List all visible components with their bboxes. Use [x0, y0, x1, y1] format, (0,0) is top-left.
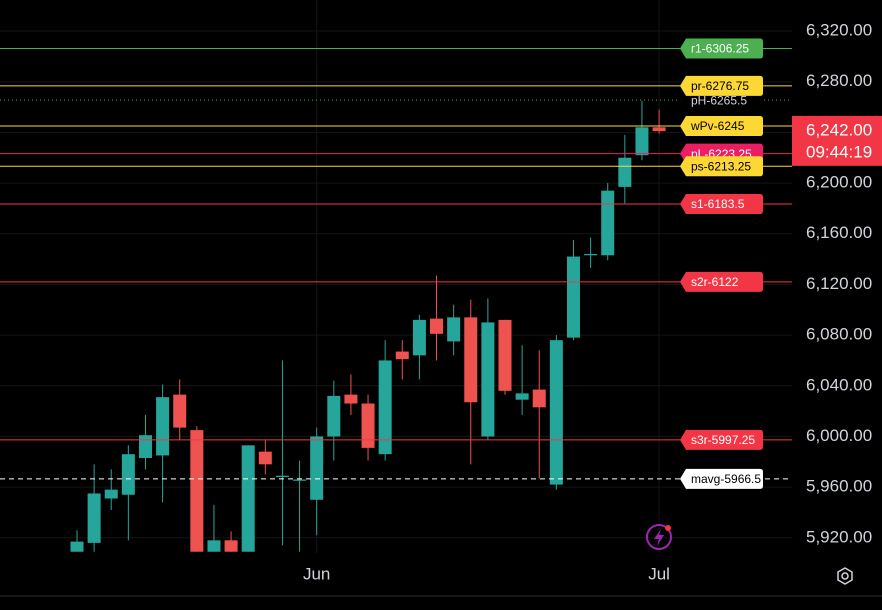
candle-body — [481, 322, 495, 437]
last-price-box — [792, 115, 882, 166]
candle-body — [447, 317, 461, 342]
y-tick-label: 6,120.00 — [806, 274, 872, 293]
candle-body — [327, 395, 341, 437]
candle-body — [635, 127, 649, 156]
candle-body — [464, 317, 478, 403]
level-tag — [680, 193, 763, 214]
level-label: r1-6306.25 — [691, 42, 749, 56]
x-tick-label: Jun — [303, 564, 330, 583]
level-label: s1-6183.5 — [691, 197, 745, 211]
candle-body — [601, 190, 615, 256]
candle-body — [310, 436, 324, 500]
candle-body — [566, 256, 580, 338]
candle-body — [138, 435, 152, 458]
candle-body — [70, 541, 84, 552]
candle-body — [378, 360, 392, 455]
level-tag — [680, 75, 763, 96]
candle-body — [532, 389, 546, 408]
candle-body — [430, 318, 444, 334]
level-label: s2r-6122 — [691, 275, 739, 289]
level-label: pr-6276.75 — [691, 79, 749, 93]
last-price-label: 6,242.00 — [806, 120, 872, 139]
candle-body — [241, 445, 255, 552]
candle-body — [361, 403, 375, 448]
candle-body — [584, 254, 598, 256]
candle-body — [275, 475, 289, 477]
candle-body — [224, 540, 238, 552]
y-tick-label: 5,920.00 — [806, 527, 872, 546]
level-label: wPv-6245 — [690, 119, 745, 133]
level-tag — [680, 156, 763, 177]
candle-body — [549, 340, 563, 485]
y-tick-label: 6,160.00 — [806, 223, 872, 242]
candle-body — [498, 319, 512, 391]
candle-body — [156, 397, 170, 456]
candle-body — [515, 393, 529, 400]
level-tag — [680, 271, 763, 292]
y-tick-label: 5,960.00 — [806, 477, 872, 496]
level-tag — [680, 429, 763, 450]
y-tick-label: 6,200.00 — [806, 173, 872, 192]
candle-body — [104, 489, 118, 499]
candle-body — [121, 454, 135, 495]
flash-icon[interactable] — [646, 524, 672, 550]
candle-body — [207, 540, 221, 552]
candle-body — [395, 351, 409, 360]
candle-body — [293, 479, 307, 481]
candle-body — [258, 451, 272, 465]
countdown-label: 09:44:19 — [806, 142, 872, 161]
level-label: s3r-5997.25 — [691, 433, 755, 447]
level-tag — [680, 38, 763, 59]
level-label: mavg-5966.5 — [691, 472, 761, 486]
candle-body — [344, 394, 358, 404]
level-tag — [680, 116, 763, 137]
x-tick-label: Jul — [648, 564, 670, 583]
y-tick-label: 6,080.00 — [806, 325, 872, 344]
y-tick-label: 6,000.00 — [806, 426, 872, 445]
candle-body — [618, 157, 632, 187]
y-tick-label: 6,040.00 — [806, 375, 872, 394]
settings-icon[interactable] — [837, 567, 853, 585]
y-tick-label: 6,320.00 — [806, 21, 872, 40]
level-label: ps-6213.25 — [691, 159, 751, 173]
candle-body — [652, 127, 666, 132]
candle-body — [412, 319, 426, 356]
level-tag — [680, 468, 763, 489]
level-label: pH-6265.5 — [691, 93, 747, 107]
candle-body — [190, 430, 204, 552]
candle-body — [173, 394, 187, 428]
candle-body — [87, 493, 101, 543]
y-tick-label: 6,280.00 — [806, 71, 872, 90]
